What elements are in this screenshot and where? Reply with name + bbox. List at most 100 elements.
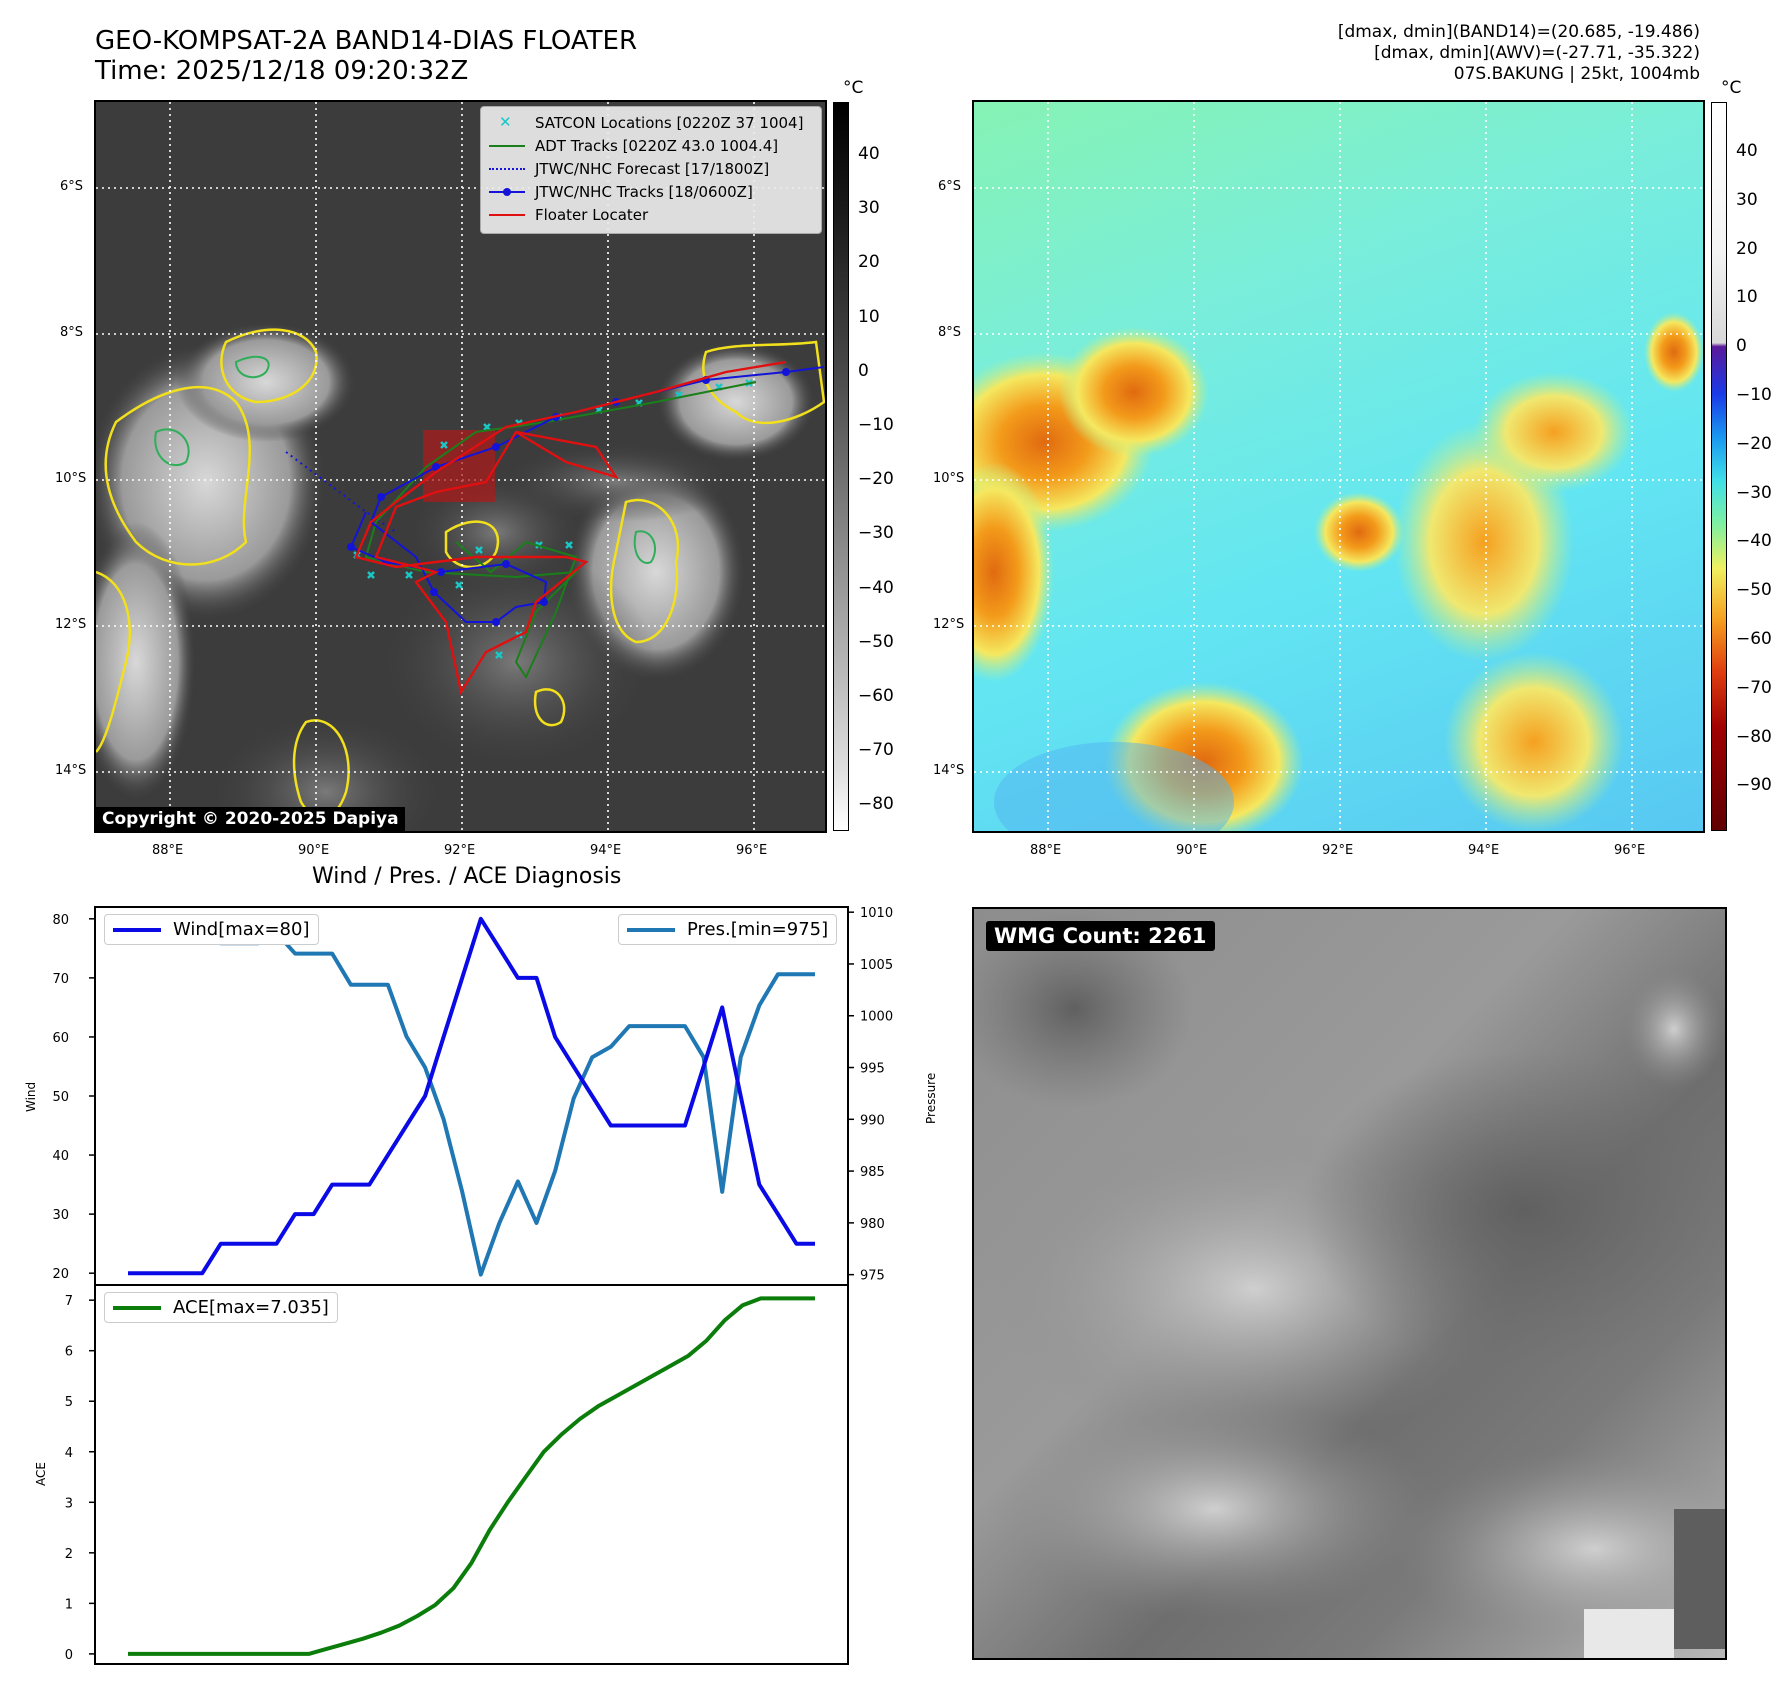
pressure-axis-label: Pressure <box>924 1072 938 1124</box>
pressure-tick-label: 1005 <box>860 958 893 973</box>
dot-line-icon <box>489 185 525 199</box>
legend-label: SATCON Locations [0220Z 37 1004] <box>535 113 804 132</box>
ir-colorbar-tick-label: 0 <box>858 360 869 381</box>
pressure-series-line <box>128 930 815 1277</box>
awv-lat-label: 12°S <box>933 617 965 632</box>
ace-axes-frame <box>94 1284 849 1665</box>
awv-lon-label: 90°E <box>1176 843 1208 858</box>
awv-lat-label: 14°S <box>933 763 965 778</box>
pressure-tick-label: 1010 <box>860 906 893 921</box>
awv-colorbar-tick-label: 30 <box>1736 189 1758 210</box>
awv-colorbar-tick-label: −30 <box>1736 482 1772 503</box>
legend-line-icon <box>113 1305 161 1310</box>
awv-colorbar <box>1711 102 1727 831</box>
legend-label: JTWC/NHC Tracks [18/0600Z] <box>535 182 753 201</box>
awv-map-panel <box>972 100 1705 833</box>
awv-colorbar-tick-label: −60 <box>1736 629 1772 649</box>
awv-lat-label: 8°S <box>938 325 962 340</box>
pressure-legend-label: Pres.[min=975] <box>687 919 829 940</box>
line-icon <box>489 208 525 222</box>
ir-colorbar-tick-label: −80 <box>858 794 894 815</box>
wind-tick-label: 60 <box>52 1031 69 1046</box>
ir-map-svg <box>96 102 825 831</box>
ace-tick-label: 4 <box>65 1446 73 1461</box>
dmax-dmin-awv: [dmax, dmin](AWV)=(-27.71, -35.322) <box>1374 43 1700 63</box>
ace-tick-label: 7 <box>65 1294 73 1309</box>
awv-colorbar-tick-label: −20 <box>1736 433 1772 454</box>
wind-legend-label: Wind[max=80] <box>173 919 310 940</box>
ir-lat-label: 14°S <box>55 763 87 778</box>
wmg-count-badge: WMG Count: 2261 <box>986 921 1215 951</box>
wind-tick-label: 30 <box>52 1208 69 1223</box>
ir-lon-label: 90°E <box>298 843 330 858</box>
ace-legend: ACE[max=7.035] <box>104 1292 338 1323</box>
ir-lat-label: 8°S <box>60 325 84 340</box>
pressure-tick-label: 975 <box>860 1269 885 1284</box>
legend-item-satcon: ✕ SATCON Locations [0220Z 37 1004] <box>489 111 813 134</box>
ace-tick-label: 5 <box>65 1395 73 1410</box>
wind-series-line <box>128 916 815 1276</box>
legend-item-jtwc-forecast: JTWC/NHC Forecast [17/1800Z] <box>489 157 813 180</box>
ir-colorbar-tick-label: −70 <box>858 740 894 761</box>
ir-lon-label: 88°E <box>152 843 184 858</box>
x-marker-icon: ✕ <box>499 112 512 131</box>
wind-tick-label: 80 <box>52 913 69 928</box>
legend-label: Floater Locater <box>535 205 649 224</box>
ace-tick-label: 3 <box>65 1496 73 1511</box>
pressure-tick-label: 995 <box>860 1062 885 1077</box>
awv-lon-label: 88°E <box>1030 843 1062 858</box>
ace-axis-label: ACE <box>34 1462 48 1486</box>
awv-map-svg <box>974 102 1703 831</box>
ir-colorbar-unit: °C <box>843 78 864 98</box>
wmg-image <box>974 909 1725 1658</box>
ace-tick-label: 2 <box>65 1547 73 1562</box>
awv-lat-label: 10°S <box>933 471 965 486</box>
ir-colorbar <box>833 102 849 831</box>
ace-legend-label: ACE[max=7.035] <box>173 1297 329 1318</box>
pressure-tick-label: 1000 <box>860 1010 893 1025</box>
ir-colorbar-tick-label: −30 <box>858 523 894 544</box>
pressure-legend: Pres.[min=975] <box>618 914 838 945</box>
copyright-badge: Copyright © 2020-2025 Dapiya <box>96 807 405 831</box>
map-legend: ✕ SATCON Locations [0220Z 37 1004] ADT T… <box>480 106 822 234</box>
diagnosis-chart: 2030405060708097598098599099510001005101… <box>52 906 893 1665</box>
awv-lat-label: 6°S <box>938 179 962 194</box>
pressure-tick-label: 990 <box>860 1113 885 1128</box>
pressure-tick-label: 985 <box>860 1165 885 1180</box>
ir-lon-label: 96°E <box>736 843 768 858</box>
wind-tick-label: 20 <box>52 1267 69 1282</box>
ir-lat-label: 6°S <box>60 179 84 194</box>
wind-legend: Wind[max=80] <box>104 914 319 945</box>
ir-colorbar-tick-label: −40 <box>858 577 894 598</box>
awv-lon-label: 96°E <box>1614 843 1646 858</box>
awv-colorbar-tick-label: −10 <box>1736 385 1772 405</box>
ir-colorbar-tick-label: 10 <box>858 306 880 327</box>
storm-info: 07S.BAKUNG | 25kt, 1004mb <box>1453 64 1700 84</box>
awv-colorbar-unit: °C <box>1721 78 1742 98</box>
legend-item-jtwc-tracks: JTWC/NHC Tracks [18/0600Z] <box>489 180 813 203</box>
awv-colorbar-tick-label: 20 <box>1736 238 1758 259</box>
diagnosis-title: Wind / Pres. / ACE Diagnosis <box>312 864 622 889</box>
adt-tracks <box>364 381 757 680</box>
awv-lon-label: 94°E <box>1468 843 1500 858</box>
wind-tick-label: 50 <box>52 1090 69 1105</box>
legend-line-icon <box>627 927 675 932</box>
ir-colorbar-tick-label: 20 <box>858 252 880 273</box>
floater-track <box>354 360 787 696</box>
awv-colorbar-tick-label: 0 <box>1736 336 1747 357</box>
ace-series-line <box>128 1296 815 1656</box>
legend-item-adt: ADT Tracks [0220Z 43.0 1004.4] <box>489 134 813 157</box>
ir-colorbar-tick-label: −10 <box>858 415 894 435</box>
wmg-panel: WMG Count: 2261 <box>972 907 1727 1660</box>
ir-lon-label: 94°E <box>590 843 622 858</box>
awv-gridlines <box>974 102 1703 831</box>
awv-colorbar-tick-label: −90 <box>1736 775 1772 796</box>
ir-lat-label: 10°S <box>55 471 87 486</box>
awv-colorbar-tick-label: −50 <box>1736 580 1772 601</box>
awv-colorbar-tick-label: 40 <box>1736 141 1758 161</box>
ir-colorbar-tick-label: −60 <box>858 686 894 706</box>
line-icon <box>489 139 525 153</box>
wind-tick-label: 40 <box>52 1149 69 1164</box>
wind-tick-label: 70 <box>52 972 69 987</box>
ace-tick-label: 0 <box>65 1648 73 1663</box>
